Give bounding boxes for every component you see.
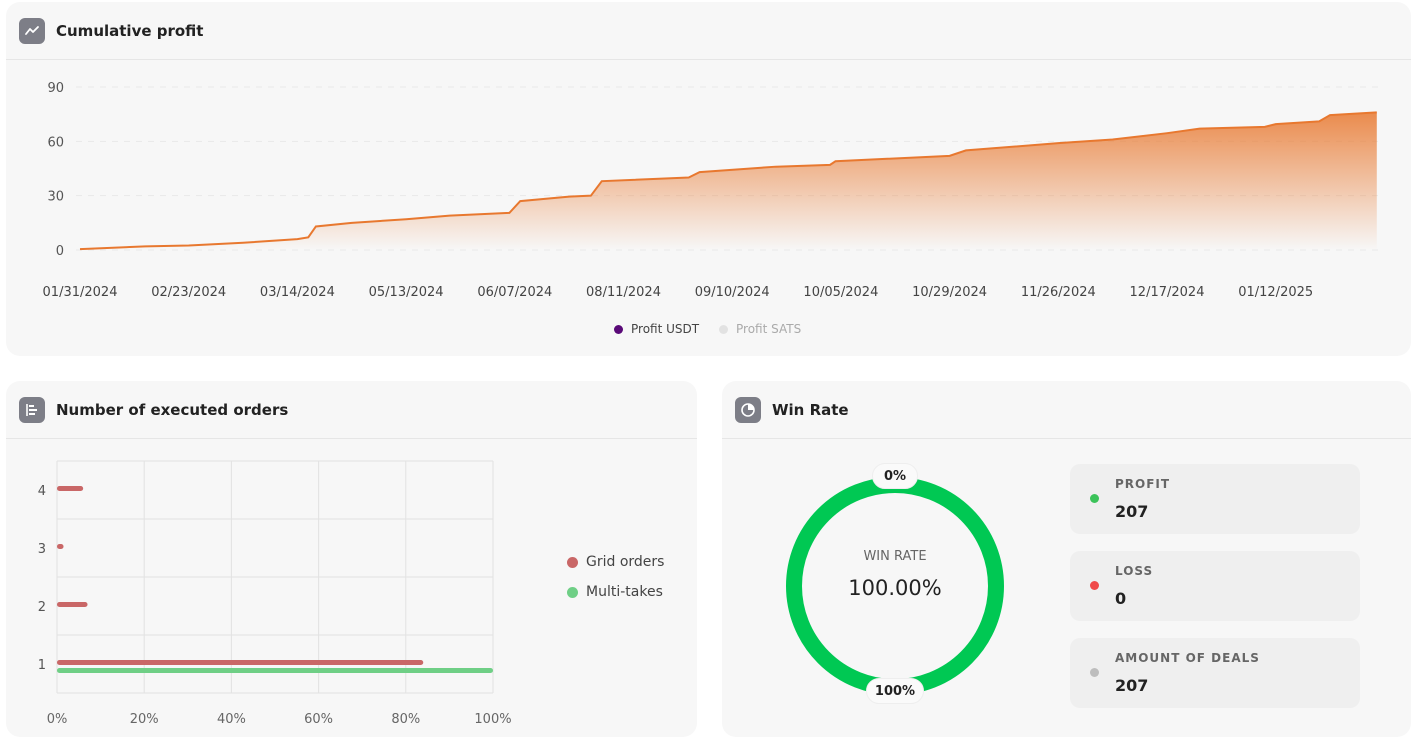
bar-multi-takes [57, 668, 493, 673]
stat-label: LOSS [1115, 564, 1154, 578]
x-tick-label: 05/13/2024 [369, 285, 444, 300]
win-rate-label: WIN RATE [863, 549, 927, 564]
x-tick-label: 100% [474, 712, 511, 727]
win-rate-top-label: 0% [872, 463, 918, 489]
y-tick-label: 90 [47, 81, 64, 96]
x-tick-label: 03/14/2024 [260, 285, 335, 300]
y-tick-label: 0 [56, 244, 64, 259]
x-tick-label: 40% [217, 712, 246, 727]
y-tick-label: 60 [47, 135, 64, 150]
card-header: Win Rate [722, 381, 1411, 439]
legend-item-profit-sats[interactable]: Profit SATS [719, 322, 801, 336]
x-tick-label: 01/12/2025 [1238, 285, 1313, 300]
y-tick-label: 30 [47, 190, 64, 205]
x-tick-label: 12/17/2024 [1130, 285, 1205, 300]
cumulative-profit-card: Cumulative profit 0 30 60 90 01/31/2024 02/23… [6, 2, 1411, 356]
pie-chart-icon [735, 396, 761, 423]
bar-grid-orders [57, 486, 84, 491]
x-tick-label: 06/07/2024 [477, 285, 552, 300]
y-tick-label: 2 [38, 600, 46, 615]
legend-dot [567, 556, 578, 568]
card-title: Win Rate [772, 400, 849, 419]
bar-list-icon [19, 396, 45, 423]
bar-grid-orders [57, 602, 88, 607]
x-tick-label: 10/05/2024 [803, 285, 878, 300]
card-header: Number of executed orders [6, 381, 697, 439]
status-dot [1090, 581, 1099, 590]
card-title: Cumulative profit [56, 21, 204, 40]
win-rate-card: Win Rate WIN RATE 100.00% 0% 100% PROFIT… [722, 381, 1411, 737]
stat-label: AMOUNT OF DEALS [1115, 651, 1260, 665]
status-dot [1090, 494, 1099, 503]
win-rate-value: 100.00% [848, 576, 942, 600]
stat-loss: LOSS 0 [1070, 551, 1360, 621]
stat-value: 207 [1115, 676, 1149, 695]
area-fill [80, 112, 1377, 250]
profit-usdt-line [79, 111, 1377, 251]
x-tick-label: 01/31/2024 [43, 285, 118, 300]
executed-orders-chart: 0% 20% 40% 60% 80% 100% 1 2 3 4 [38, 460, 512, 727]
card-title: Number of executed orders [56, 400, 289, 419]
stat-amount-of-deals: AMOUNT OF DEALS 207 [1070, 638, 1360, 708]
x-tick-label: 20% [130, 712, 159, 727]
x-tick-label: 60% [304, 712, 333, 727]
legend-dot [614, 324, 623, 334]
x-tick-label: 09/10/2024 [695, 285, 770, 300]
y-tick-label: 3 [38, 542, 46, 557]
legend-label: Multi-takes [586, 584, 663, 600]
stat-value: 207 [1115, 502, 1149, 521]
y-tick-label: 1 [38, 658, 46, 673]
x-tick-label: 80% [391, 712, 420, 727]
cumulative-profit-chart: 0 30 60 90 01/31/2024 02/23/2024 03/14/2024 05/… [43, 81, 1378, 300]
x-tick-label: 11/26/2024 [1021, 285, 1096, 300]
y-tick-label: 4 [38, 484, 46, 499]
legend-dot [567, 586, 578, 598]
x-tick-label: 10/29/2024 [912, 285, 987, 300]
win-rate-bottom-label: 100% [866, 678, 924, 704]
x-tick-label: 02/23/2024 [151, 285, 226, 300]
legend-label: Grid orders [586, 554, 665, 570]
x-tick-label: 08/11/2024 [586, 285, 661, 300]
stat-label: PROFIT [1115, 477, 1171, 491]
legend-label: Profit SATS [736, 322, 802, 336]
legend-item-grid-orders[interactable]: Grid orders [567, 554, 664, 570]
stat-value: 0 [1115, 589, 1127, 608]
legend-item-multi-takes[interactable]: Multi-takes [567, 584, 663, 600]
bar-grid-orders [57, 660, 424, 665]
legend-label: Profit USDT [631, 322, 700, 336]
status-dot [1090, 668, 1099, 677]
executed-orders-card: Number of executed orders 0% 20% 40% 60% 80%… [6, 381, 697, 737]
legend-item-profit-usdt[interactable]: Profit USDT [614, 322, 699, 336]
bar-grid-orders [57, 544, 64, 549]
card-header: Cumulative profit [6, 2, 1411, 60]
legend-dot [719, 324, 728, 334]
trend-line-icon [19, 17, 45, 44]
stat-profit: PROFIT 207 [1070, 464, 1360, 534]
x-tick-label: 0% [47, 712, 68, 727]
